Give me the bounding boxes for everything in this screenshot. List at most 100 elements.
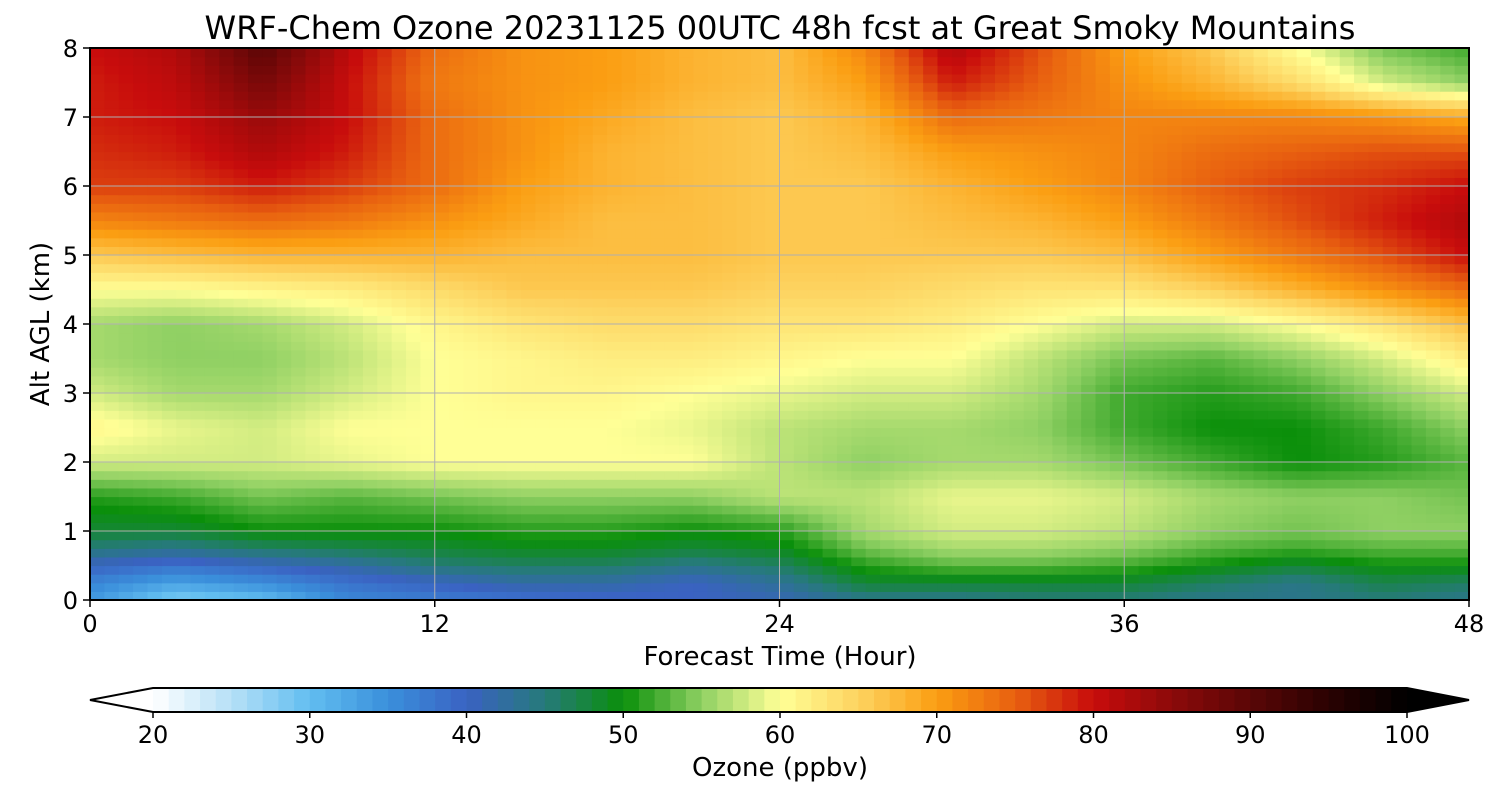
heatmap-cell [578, 582, 594, 592]
heatmap-cell [937, 211, 953, 222]
heatmap-cell [176, 565, 192, 575]
heatmap-cell [607, 358, 623, 368]
heatmap-cell [951, 341, 967, 351]
heatmap-cell [1454, 582, 1470, 592]
heatmap-cell [1167, 332, 1183, 342]
heatmap-cell [520, 418, 536, 429]
heatmap-cell [908, 522, 924, 532]
heatmap-cell [592, 401, 608, 411]
heatmap-cell [1397, 315, 1413, 325]
heatmap-cell [1023, 237, 1039, 247]
heatmap-cell [1440, 470, 1456, 480]
heatmap-cell [334, 280, 350, 291]
heatmap-cell [865, 427, 881, 437]
heatmap-cell [1368, 565, 1384, 575]
heatmap-cell [822, 410, 838, 420]
heatmap-cell [406, 289, 421, 299]
heatmap-cell [894, 203, 910, 213]
heatmap-cell [520, 565, 536, 575]
heatmap-cell [492, 315, 508, 325]
heatmap-cell [808, 306, 824, 316]
heatmap-cell [1325, 582, 1341, 592]
heatmap-cell [564, 496, 579, 506]
heatmap-cell [291, 315, 307, 325]
heatmap-cell [434, 263, 450, 273]
heatmap-cell [133, 280, 149, 291]
heatmap-cell [1239, 211, 1255, 222]
heatmap-cell [923, 255, 939, 265]
heatmap-cell [1440, 418, 1456, 429]
heatmap-cell [133, 341, 149, 351]
heatmap-cell [851, 177, 867, 187]
heatmap-cell [1325, 453, 1341, 463]
heatmap-cell [880, 203, 896, 213]
heatmap-cell [334, 531, 350, 541]
heatmap-cell [966, 479, 982, 489]
heatmap-cell [664, 272, 680, 282]
heatmap-cell [678, 315, 694, 325]
heatmap-cell [1181, 280, 1197, 291]
heatmap-cell [808, 487, 824, 498]
heatmap-cell [233, 306, 249, 316]
heatmap-cell [1354, 358, 1370, 368]
heatmap-cell [923, 513, 939, 523]
heatmap-cell [1124, 168, 1140, 178]
heatmap-cell [894, 168, 910, 178]
heatmap-cell [1138, 220, 1154, 230]
heatmap-cell [1282, 393, 1298, 403]
heatmap-cell [1310, 255, 1326, 265]
heatmap-cell [377, 565, 393, 575]
heatmap-cell [750, 479, 766, 489]
heatmap-cell [722, 306, 737, 316]
heatmap-cell [204, 306, 220, 316]
heatmap-cell [362, 358, 378, 368]
heatmap-cell [1368, 487, 1384, 498]
heatmap-cell [161, 332, 177, 342]
heatmap-cell [262, 229, 278, 239]
heatmap-cell [319, 531, 335, 541]
heatmap-cell [1267, 298, 1283, 308]
heatmap-cell [492, 186, 508, 196]
heatmap-cell [765, 470, 781, 480]
heatmap-cell [1411, 203, 1427, 213]
heatmap-cell [736, 410, 752, 420]
heatmap-cell [793, 315, 809, 325]
heatmap-cell [406, 237, 421, 247]
heatmap-cell [133, 358, 149, 368]
heatmap-cell [506, 591, 522, 601]
heatmap-cell [1052, 556, 1068, 567]
heatmap-cell [1052, 513, 1068, 523]
heatmap-cell [477, 436, 493, 446]
heatmap-cell [1095, 272, 1111, 282]
heatmap-cell [1038, 280, 1054, 291]
heatmap-cell [420, 548, 436, 558]
heatmap-cell [635, 375, 651, 385]
heatmap-cell [765, 151, 781, 161]
heatmap-cell [1196, 462, 1212, 472]
heatmap-cell [779, 177, 795, 187]
heatmap-cell [1239, 539, 1255, 549]
heatmap-cell [765, 591, 781, 601]
heatmap-cell [1282, 151, 1298, 161]
heatmap-cell [334, 349, 350, 360]
heatmap-cell [1425, 280, 1441, 291]
heatmap-cell [233, 341, 249, 351]
heatmap-cell [90, 160, 105, 170]
heatmap-cell [693, 177, 709, 187]
heatmap-cell [549, 151, 565, 161]
heatmap-cell [994, 263, 1010, 273]
heatmap-cell [190, 375, 206, 385]
heatmap-cell [1253, 168, 1269, 178]
heatmap-cell [262, 462, 278, 472]
heatmap-cell [937, 401, 953, 411]
heatmap-cell [262, 393, 278, 403]
heatmap-cell [1196, 324, 1212, 334]
heatmap-cell [564, 436, 579, 446]
heatmap-cell [1181, 315, 1197, 325]
heatmap-cell [104, 194, 120, 204]
heatmap-cell [1196, 393, 1212, 403]
heatmap-cell [1095, 410, 1111, 420]
heatmap-cell [865, 393, 881, 403]
heatmap-cell [894, 289, 910, 299]
heatmap-cell [104, 237, 120, 247]
